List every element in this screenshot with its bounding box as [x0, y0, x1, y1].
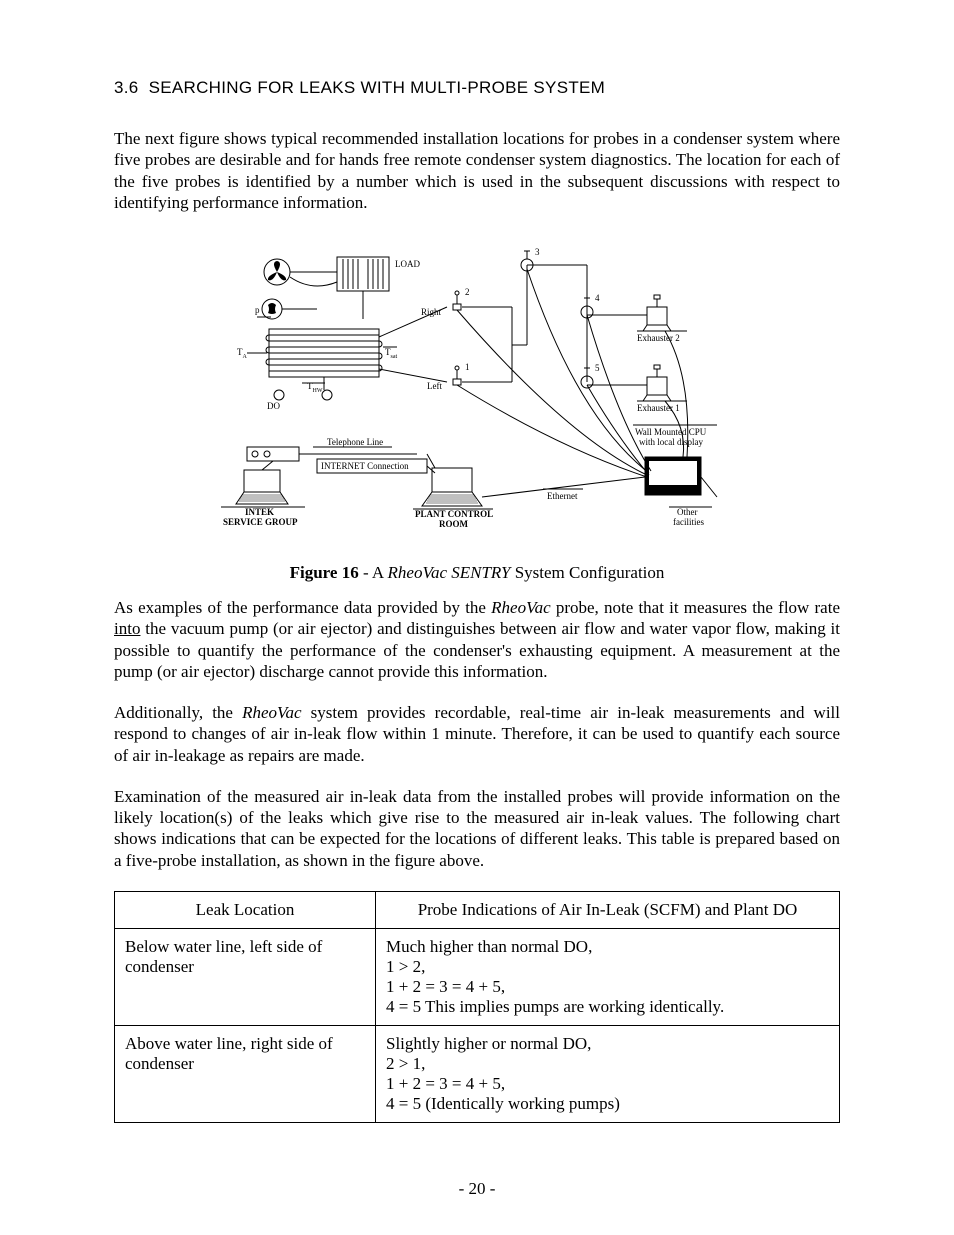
table-header-location: Leak Location — [115, 891, 376, 928]
ind-line: 1 + 2 = 3 = 4 + 5, — [386, 1074, 505, 1093]
page-number: - 20 - — [0, 1179, 954, 1199]
label-plant2: ROOM — [439, 519, 469, 529]
label-intek2: SERVICE GROUP — [223, 517, 298, 527]
figure-number: Figure 16 — [290, 563, 359, 582]
exhauster-2-icon — [643, 295, 671, 331]
table-row: Below water line, left side of condenser… — [115, 928, 840, 1025]
ind-line: 1 > 2, — [386, 957, 425, 976]
leak-table: Leak Location Probe Indications of Air I… — [114, 891, 840, 1123]
paragraph-1: The next figure shows typical recommende… — [114, 128, 840, 213]
figure-caption: Figure 16 - A RheoVac SENTRY System Conf… — [114, 563, 840, 583]
label-p: p — [255, 305, 260, 315]
label-tsat: Tsat — [385, 347, 397, 360]
steam-icon — [262, 299, 282, 319]
label-other2: facilities — [673, 517, 704, 527]
paragraph-4: Examination of the measured air in-leak … — [114, 786, 840, 871]
ind-line: 1 + 2 = 3 = 4 + 5, — [386, 977, 505, 996]
label-n1: 1 — [465, 362, 470, 372]
figure-cap-mid: - A — [359, 563, 388, 582]
p3-rheo: RheoVac — [242, 703, 301, 722]
plant-laptop-icon — [422, 468, 482, 506]
label-wall-cpu1: Wall Mounted CPU — [635, 427, 707, 437]
paragraph-2: As examples of the performance data prov… — [114, 597, 840, 682]
label-n2: 2 — [465, 287, 470, 297]
cell-location: Above water line, right side of condense… — [115, 1025, 376, 1122]
modem-icon — [247, 447, 299, 461]
ind-line: 2 > 1, — [386, 1054, 425, 1073]
figure-16: LOAD p — [114, 237, 840, 557]
table-row: Above water line, right side of condense… — [115, 1025, 840, 1122]
label-n5: 5 — [595, 363, 600, 373]
label-exhauster2: Exhauster 2 — [637, 333, 680, 343]
p2-mid1: probe, note that it measures the flow ra… — [551, 598, 840, 617]
label-internet: INTERNET Connection — [321, 461, 409, 471]
ind-line: Much higher than normal DO, — [386, 937, 592, 956]
p2-rheo: RheoVac — [491, 598, 550, 617]
figure-cap-end: System Configuration — [510, 563, 664, 582]
label-plant1: PLANT CONTROL — [415, 509, 493, 519]
label-left: Left — [427, 381, 442, 391]
p3-pre: Additionally, the — [114, 703, 242, 722]
exhauster-1-icon — [643, 365, 671, 401]
section-number: 3.6 — [114, 78, 139, 97]
label-n4: 4 — [595, 293, 600, 303]
probe-2-icon — [453, 291, 461, 310]
condenser-icon — [266, 329, 382, 377]
label-load: LOAD — [395, 259, 420, 269]
label-wall-cpu2: with local display — [639, 437, 703, 447]
p2-into: into — [114, 619, 140, 638]
label-intek1: INTEK — [245, 507, 274, 517]
intek-laptop-icon — [236, 470, 288, 504]
label-ta: TA — [237, 347, 248, 360]
figure-cap-italic: RheoVac SENTRY — [388, 563, 511, 582]
label-do: DO — [267, 401, 280, 411]
p2-mid2: the vacuum pump (or air ejector) and dis… — [114, 619, 840, 681]
fan-icon — [264, 259, 290, 285]
cell-location: Below water line, left side of condenser — [115, 928, 376, 1025]
p2-pre: As examples of the performance data prov… — [114, 598, 491, 617]
section-heading: 3.6 SEARCHING FOR LEAKS WITH MULTI-PROBE… — [114, 78, 840, 98]
label-exhauster1: Exhauster 1 — [637, 403, 680, 413]
probe-1-icon — [453, 366, 461, 385]
paragraph-3: Additionally, the RheoVac system provide… — [114, 702, 840, 766]
label-ethernet: Ethernet — [547, 491, 578, 501]
load-box — [337, 257, 389, 291]
document-page: 3.6 SEARCHING FOR LEAKS WITH MULTI-PROBE… — [0, 0, 954, 1235]
table-header-indications: Probe Indications of Air In-Leak (SCFM) … — [376, 891, 840, 928]
cell-indications: Slightly higher or normal DO, 2 > 1, 1 +… — [376, 1025, 840, 1122]
label-right: Right — [421, 307, 442, 317]
table-header-row: Leak Location Probe Indications of Air I… — [115, 891, 840, 928]
ind-line: 4 = 5 This implies pumps are working ide… — [386, 997, 724, 1016]
figure-svg: LOAD p — [217, 237, 737, 552]
label-telephone: Telephone Line — [327, 437, 383, 447]
ind-line: Slightly higher or normal DO, — [386, 1034, 591, 1053]
ind-line: 4 = 5 (Identically working pumps) — [386, 1094, 620, 1113]
section-title: SEARCHING FOR LEAKS WITH MULTI-PROBE SYS… — [149, 78, 606, 97]
label-n3: 3 — [535, 247, 540, 257]
cell-indications: Much higher than normal DO, 1 > 2, 1 + 2… — [376, 928, 840, 1025]
label-other1: Other — [677, 507, 698, 517]
